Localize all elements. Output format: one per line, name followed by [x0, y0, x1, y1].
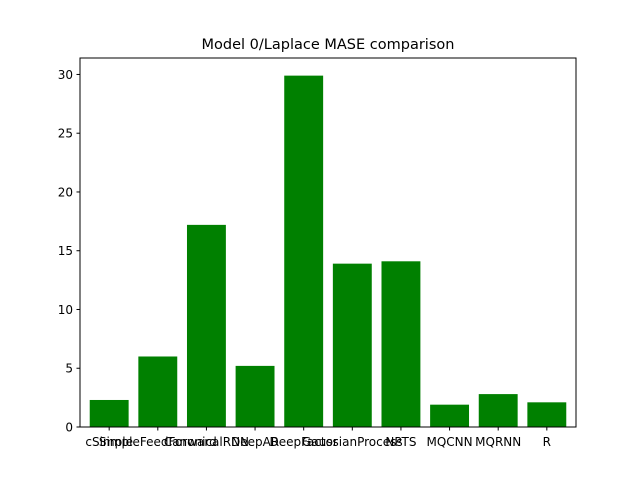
x-tick-label: DeepAR	[231, 435, 279, 449]
bar-gaussianprocess	[332, 263, 372, 427]
chart-title: Model 0/Laplace MASE comparison	[202, 37, 455, 53]
y-tick-label: 0	[65, 420, 73, 434]
y-tick-label: 25	[58, 127, 73, 141]
bar-mqcnn	[430, 404, 470, 427]
y-axis: 0 5 10 15 20 25 30	[58, 68, 80, 434]
bar-csimple	[89, 399, 129, 427]
bar-mqrnn	[478, 394, 518, 427]
y-tick-label: 10	[58, 303, 73, 317]
bar-simplefeedforward	[138, 356, 178, 427]
y-tick-label: 30	[58, 68, 73, 82]
plot-frame	[79, 57, 577, 428]
x-tick-label: NPTS	[385, 435, 416, 449]
x-tick-label: cSimple	[85, 435, 133, 449]
x-tick-label: DeepFactor	[270, 435, 338, 449]
bar-deepfactor	[284, 75, 324, 427]
bar-deepar	[235, 365, 275, 427]
x-tick-label: MQCNN	[426, 435, 472, 449]
bars-group	[89, 75, 567, 427]
bar-npts	[381, 261, 421, 427]
y-tick-label: 15	[58, 244, 73, 258]
x-tick-label: MQRNN	[475, 435, 521, 449]
x-tick-label: SimpleFeedForward	[99, 435, 217, 449]
bar-r	[527, 402, 567, 427]
x-tick-label: R	[543, 435, 551, 449]
bar-canonicalrnn	[186, 224, 226, 427]
x-tick-label: GaussianProcess	[302, 435, 403, 449]
x-tick-label: CanonicalRNN	[164, 435, 249, 449]
y-tick-label: 20	[58, 185, 73, 199]
y-tick-label: 5	[65, 362, 73, 376]
x-axis: cSimpleSimpleFeedForwardCanonicalRNNDeep…	[85, 427, 551, 449]
